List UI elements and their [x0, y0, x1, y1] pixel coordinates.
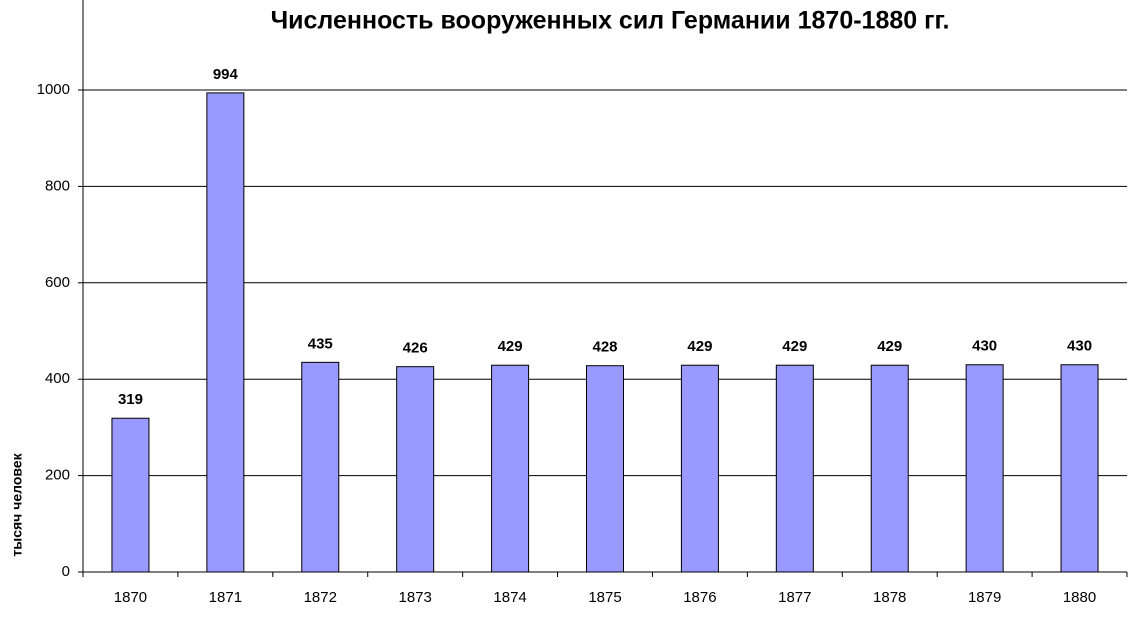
- bar: [396, 366, 435, 573]
- value-label: 429: [687, 338, 712, 355]
- y-axis-label: тысяч человек: [9, 452, 25, 556]
- x-tick-label: 1873: [398, 589, 431, 606]
- value-label: 994: [213, 66, 239, 83]
- bar: [585, 365, 625, 573]
- y-tick-label: 0: [62, 563, 70, 580]
- chart-title: Численность вооруженных сил Германии 187…: [271, 7, 950, 35]
- value-label: 429: [498, 338, 523, 355]
- value-label: 319: [118, 391, 143, 408]
- y-tick-label: 600: [45, 274, 70, 291]
- x-tick-label: 1876: [683, 589, 716, 606]
- bar: [775, 364, 814, 573]
- bar: [206, 92, 245, 573]
- x-tick-label: 1878: [873, 589, 906, 606]
- bar: [301, 361, 340, 573]
- value-label: 430: [1067, 338, 1092, 355]
- x-tick-label: 1879: [968, 589, 1001, 606]
- value-label: 429: [782, 338, 807, 355]
- x-tick-label: 1871: [209, 589, 242, 606]
- bar: [680, 364, 719, 573]
- y-tick-label: 200: [45, 467, 70, 484]
- x-tick-label: 1880: [1063, 589, 1096, 606]
- value-label: 428: [592, 339, 617, 356]
- x-tick-label: 1877: [778, 589, 811, 606]
- y-tick-label: 800: [45, 177, 70, 194]
- x-tick-label: 1874: [493, 589, 526, 606]
- value-label: 429: [877, 338, 902, 355]
- value-label: 430: [972, 338, 997, 355]
- bar: [111, 417, 150, 573]
- bar: [965, 364, 1004, 573]
- x-tick-label: 1872: [304, 589, 337, 606]
- bar: [491, 364, 530, 573]
- bar: [1060, 364, 1099, 573]
- value-label: 426: [403, 340, 428, 357]
- y-tick-label: 1000: [37, 81, 70, 98]
- x-tick-label: 1875: [588, 589, 621, 606]
- value-label: 435: [308, 335, 333, 352]
- y-tick-label: 400: [45, 370, 70, 387]
- x-tick-label: 1870: [114, 589, 147, 606]
- bar: [870, 364, 909, 573]
